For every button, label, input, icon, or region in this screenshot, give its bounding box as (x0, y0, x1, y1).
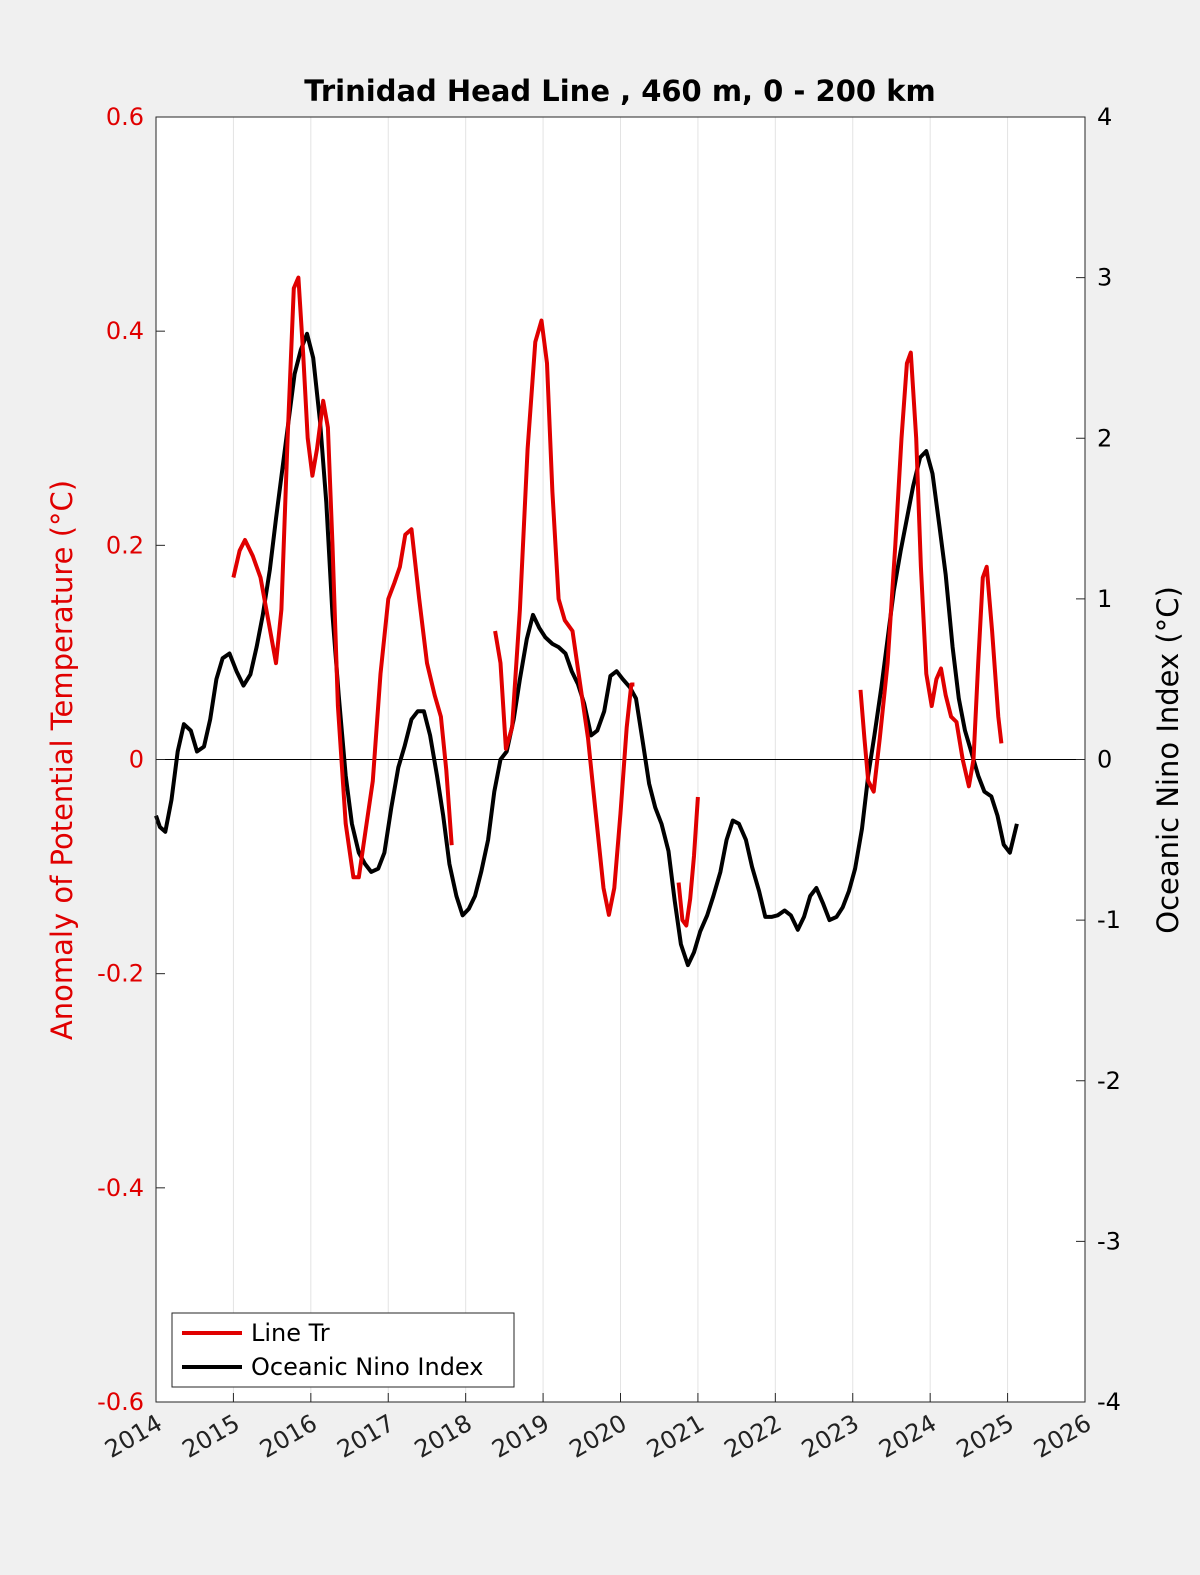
right-axis: 4 3 2 1 0 -1 -2 -3 -4 (1076, 103, 1121, 1416)
x-tick-label: 2021 (642, 1409, 709, 1464)
series-line-tr-segment-3 (858, 350, 1004, 794)
x-tick-label: 2020 (565, 1409, 632, 1464)
x-tick-label: 2025 (952, 1409, 1019, 1464)
series-line-tr-segment-2 (676, 796, 700, 928)
y-tick-label-right: -1 (1097, 906, 1121, 934)
x-axis: 2014 2015 2016 2017 2018 2019 2020 2021 2022 2023… (100, 1393, 1096, 1464)
x-tick-label: 2014 (100, 1409, 167, 1464)
y-tick-label-left: 0.2 (106, 531, 144, 559)
left-axis: 0.6 0.4 0.2 0 -0.2 -0.4 -0.6 (97, 103, 165, 1416)
series-layer (154, 275, 1019, 968)
series-line-tr-segment-1 (493, 318, 635, 917)
x-tick-label: 2018 (410, 1409, 477, 1464)
y-tick-label-right: -3 (1097, 1227, 1121, 1255)
x-tick-label: 2016 (255, 1409, 322, 1464)
legend-box (171, 1312, 515, 1388)
chart-title: Trinidad Head Line , 460 m, 0 - 200 km (304, 74, 935, 108)
y-tick-label-left: 0.6 (106, 103, 144, 131)
x-tick-label: 2019 (487, 1409, 554, 1464)
x-tick-label: 2026 (1029, 1409, 1096, 1464)
y-tick-label-left: -0.4 (97, 1174, 144, 1202)
legend-label-line-tr: Line Tr (251, 1319, 330, 1347)
y-tick-label-right: -2 (1097, 1067, 1121, 1095)
x-tick-label: 2022 (719, 1409, 786, 1464)
y-tick-label-left: 0 (129, 746, 144, 774)
legend-label-oni: Oceanic Nino Index (251, 1353, 483, 1381)
x-tick-label: 2023 (797, 1409, 864, 1464)
y-tick-label-left: -0.2 (97, 960, 144, 988)
y-axis-label-left: Anomaly of Potential Temperature (°C) (45, 480, 79, 1040)
x-tick-label: 2024 (874, 1409, 941, 1464)
y-tick-label-right: 1 (1097, 585, 1112, 613)
x-tick-label: 2015 (178, 1409, 245, 1464)
y-tick-label-left: 0.4 (106, 317, 144, 345)
y-tick-label-right: 2 (1097, 424, 1112, 452)
y-tick-label-right: 3 (1097, 264, 1112, 292)
series-line-tr-segment-0 (231, 275, 454, 880)
y-tick-label-right: 4 (1097, 103, 1112, 131)
x-tick-label: 2017 (332, 1409, 399, 1464)
y-tick-label-left: -0.6 (97, 1388, 144, 1416)
y-tick-label-right: -4 (1097, 1388, 1121, 1416)
legend: Line Tr Oceanic Nino Index (171, 1312, 515, 1388)
y-axis-label-right: Oceanic Nino Index (°C) (1151, 586, 1185, 934)
y-tick-label-right: 0 (1097, 746, 1112, 774)
